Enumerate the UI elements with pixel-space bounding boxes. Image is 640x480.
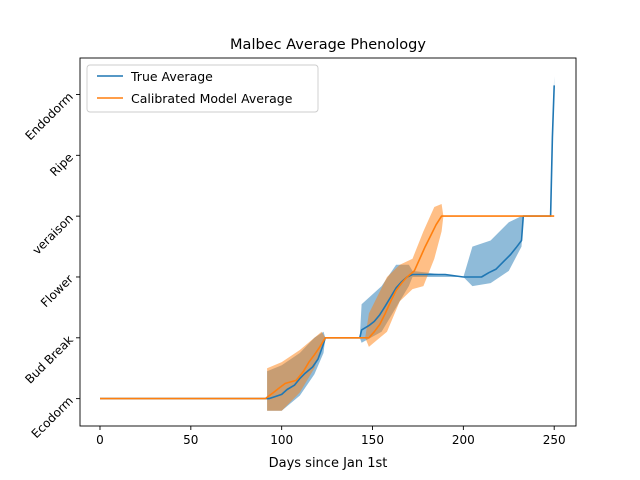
x-tick-label-250: 250 bbox=[543, 433, 566, 447]
series-lines bbox=[100, 85, 555, 400]
uncertainty-bands bbox=[267, 76, 555, 411]
chart-title: Malbec Average Phenology bbox=[230, 37, 426, 53]
x-axis-label: Days since Jan 1st bbox=[269, 456, 388, 471]
x-tick-label-100: 100 bbox=[270, 433, 293, 447]
x-tick-label-150: 150 bbox=[361, 433, 384, 447]
band-calibrated-model-average bbox=[267, 204, 555, 411]
line-true-average bbox=[100, 85, 555, 400]
legend: True Average Calibrated Model Average bbox=[86, 64, 319, 113]
legend-label-calibrated-model-average: Calibrated Model Average bbox=[131, 91, 293, 106]
x-tick-label-200: 200 bbox=[452, 433, 475, 447]
legend-label-true-average: True Average bbox=[130, 69, 213, 84]
legend-frame bbox=[86, 64, 319, 113]
x-tick-label-0: 0 bbox=[96, 433, 104, 447]
line-calibrated-model-average bbox=[100, 215, 555, 400]
x-tick-label-50: 50 bbox=[183, 433, 198, 447]
plot-frame bbox=[79, 57, 577, 427]
x-axis: 0 50 100 150 200 250 bbox=[96, 426, 566, 447]
